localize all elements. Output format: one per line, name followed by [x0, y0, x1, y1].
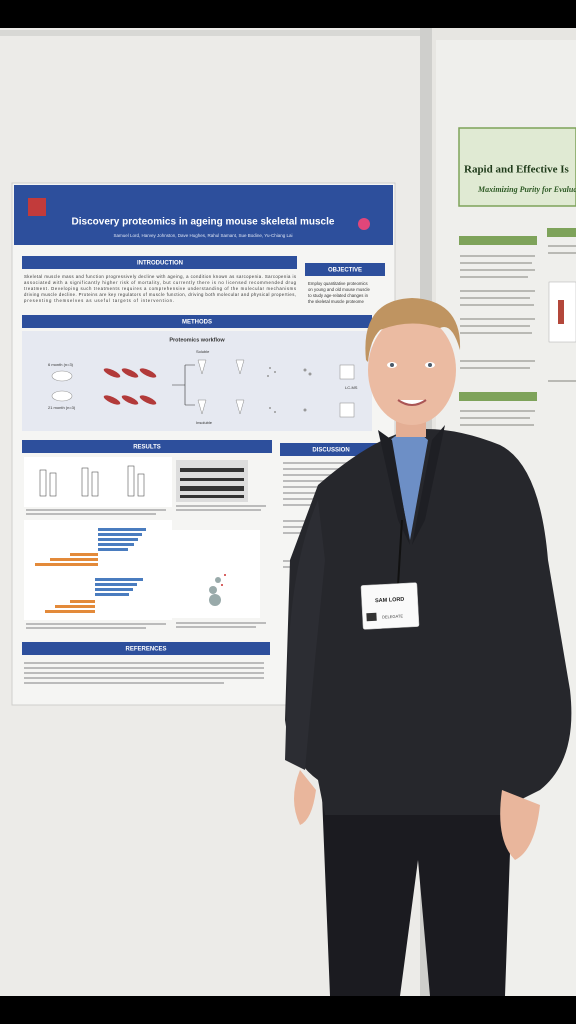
section-bar	[305, 263, 385, 276]
text-line: presenting themselves as useful targets …	[24, 298, 174, 303]
text-line: the skeletal muscle proteome	[308, 299, 364, 304]
collar	[378, 425, 445, 545]
text-line: on young and old mouse muscle	[308, 287, 370, 292]
workflow-title: Proteomics workflow	[169, 337, 225, 343]
section-heading: RESULTS	[133, 445, 161, 451]
workflow-label: Soluble	[196, 349, 210, 354]
pupil	[390, 363, 394, 367]
section-heading: DISCUSSION	[312, 448, 349, 454]
poster-title: Discovery proteomics in ageing mouse ske…	[72, 217, 335, 228]
lanyard	[397, 519, 403, 586]
right-poster-title-box	[458, 127, 576, 207]
right-section-bar	[459, 236, 537, 245]
shirt	[390, 425, 428, 540]
fleece	[285, 429, 572, 815]
text-line: driving muscle decline. Proteins are key…	[24, 292, 296, 297]
workflow-label: LC-MS	[345, 385, 358, 390]
badge: SAM LORD DELEGATE	[360, 582, 420, 630]
section-bar	[280, 443, 382, 456]
section-bar	[22, 642, 270, 655]
workflow-label: 6 month (n=3)	[48, 362, 74, 367]
section-heading: REFERENCES	[125, 647, 166, 653]
workflow-label: 21 month (n=3)	[48, 405, 76, 410]
results-figures	[24, 457, 378, 629]
right-hand	[500, 790, 540, 860]
section-bar	[22, 440, 272, 453]
section-bar	[22, 315, 372, 328]
right-poster-title: Rapid and Effective Is	[464, 164, 570, 176]
left-sleeve	[285, 500, 325, 770]
section-heading: OBJECTIVE	[328, 268, 362, 274]
text-line: Skeletal muscle mass and function progre…	[24, 274, 296, 279]
hair	[365, 298, 461, 362]
pupil	[428, 363, 432, 367]
poster-header	[14, 185, 393, 245]
smile	[397, 399, 427, 406]
workflow-icons	[51, 359, 355, 418]
workflow-box	[22, 331, 372, 431]
left-hand	[294, 770, 316, 825]
university-logo	[28, 198, 46, 216]
text-line: to study age-related changes in	[308, 293, 369, 298]
poster-authors: Samuel Lord, Harvey Johnston, Dave Hughe…	[113, 233, 292, 238]
badge-name: SAM LORD	[375, 597, 405, 605]
right-section-bar	[547, 228, 576, 237]
right-poster-subtitle: Maximizing Purity for Evalua	[477, 185, 576, 194]
face	[368, 315, 456, 425]
introduction-text: Skeletal muscle mass and function progre…	[24, 274, 297, 303]
right-poster-figure-bar	[558, 300, 564, 324]
references-text	[24, 662, 264, 684]
right-section-bar	[459, 392, 537, 401]
trousers	[322, 795, 512, 996]
section-heading: METHODS	[182, 320, 212, 326]
funder-logo	[358, 218, 370, 230]
badge-role: DELEGATE	[382, 613, 404, 619]
text-line: associated with a significantly higher r…	[24, 280, 297, 285]
section-heading: INTRODUCTION	[137, 261, 183, 267]
board-frame	[0, 30, 420, 36]
workflow-label: Insoluble	[196, 420, 213, 425]
section-bar	[22, 256, 297, 269]
right-poster-text	[460, 245, 576, 426]
text-line: treatment. Developing such treatments re…	[24, 286, 296, 291]
text-line: Employ quantitative proteomics	[308, 281, 368, 286]
